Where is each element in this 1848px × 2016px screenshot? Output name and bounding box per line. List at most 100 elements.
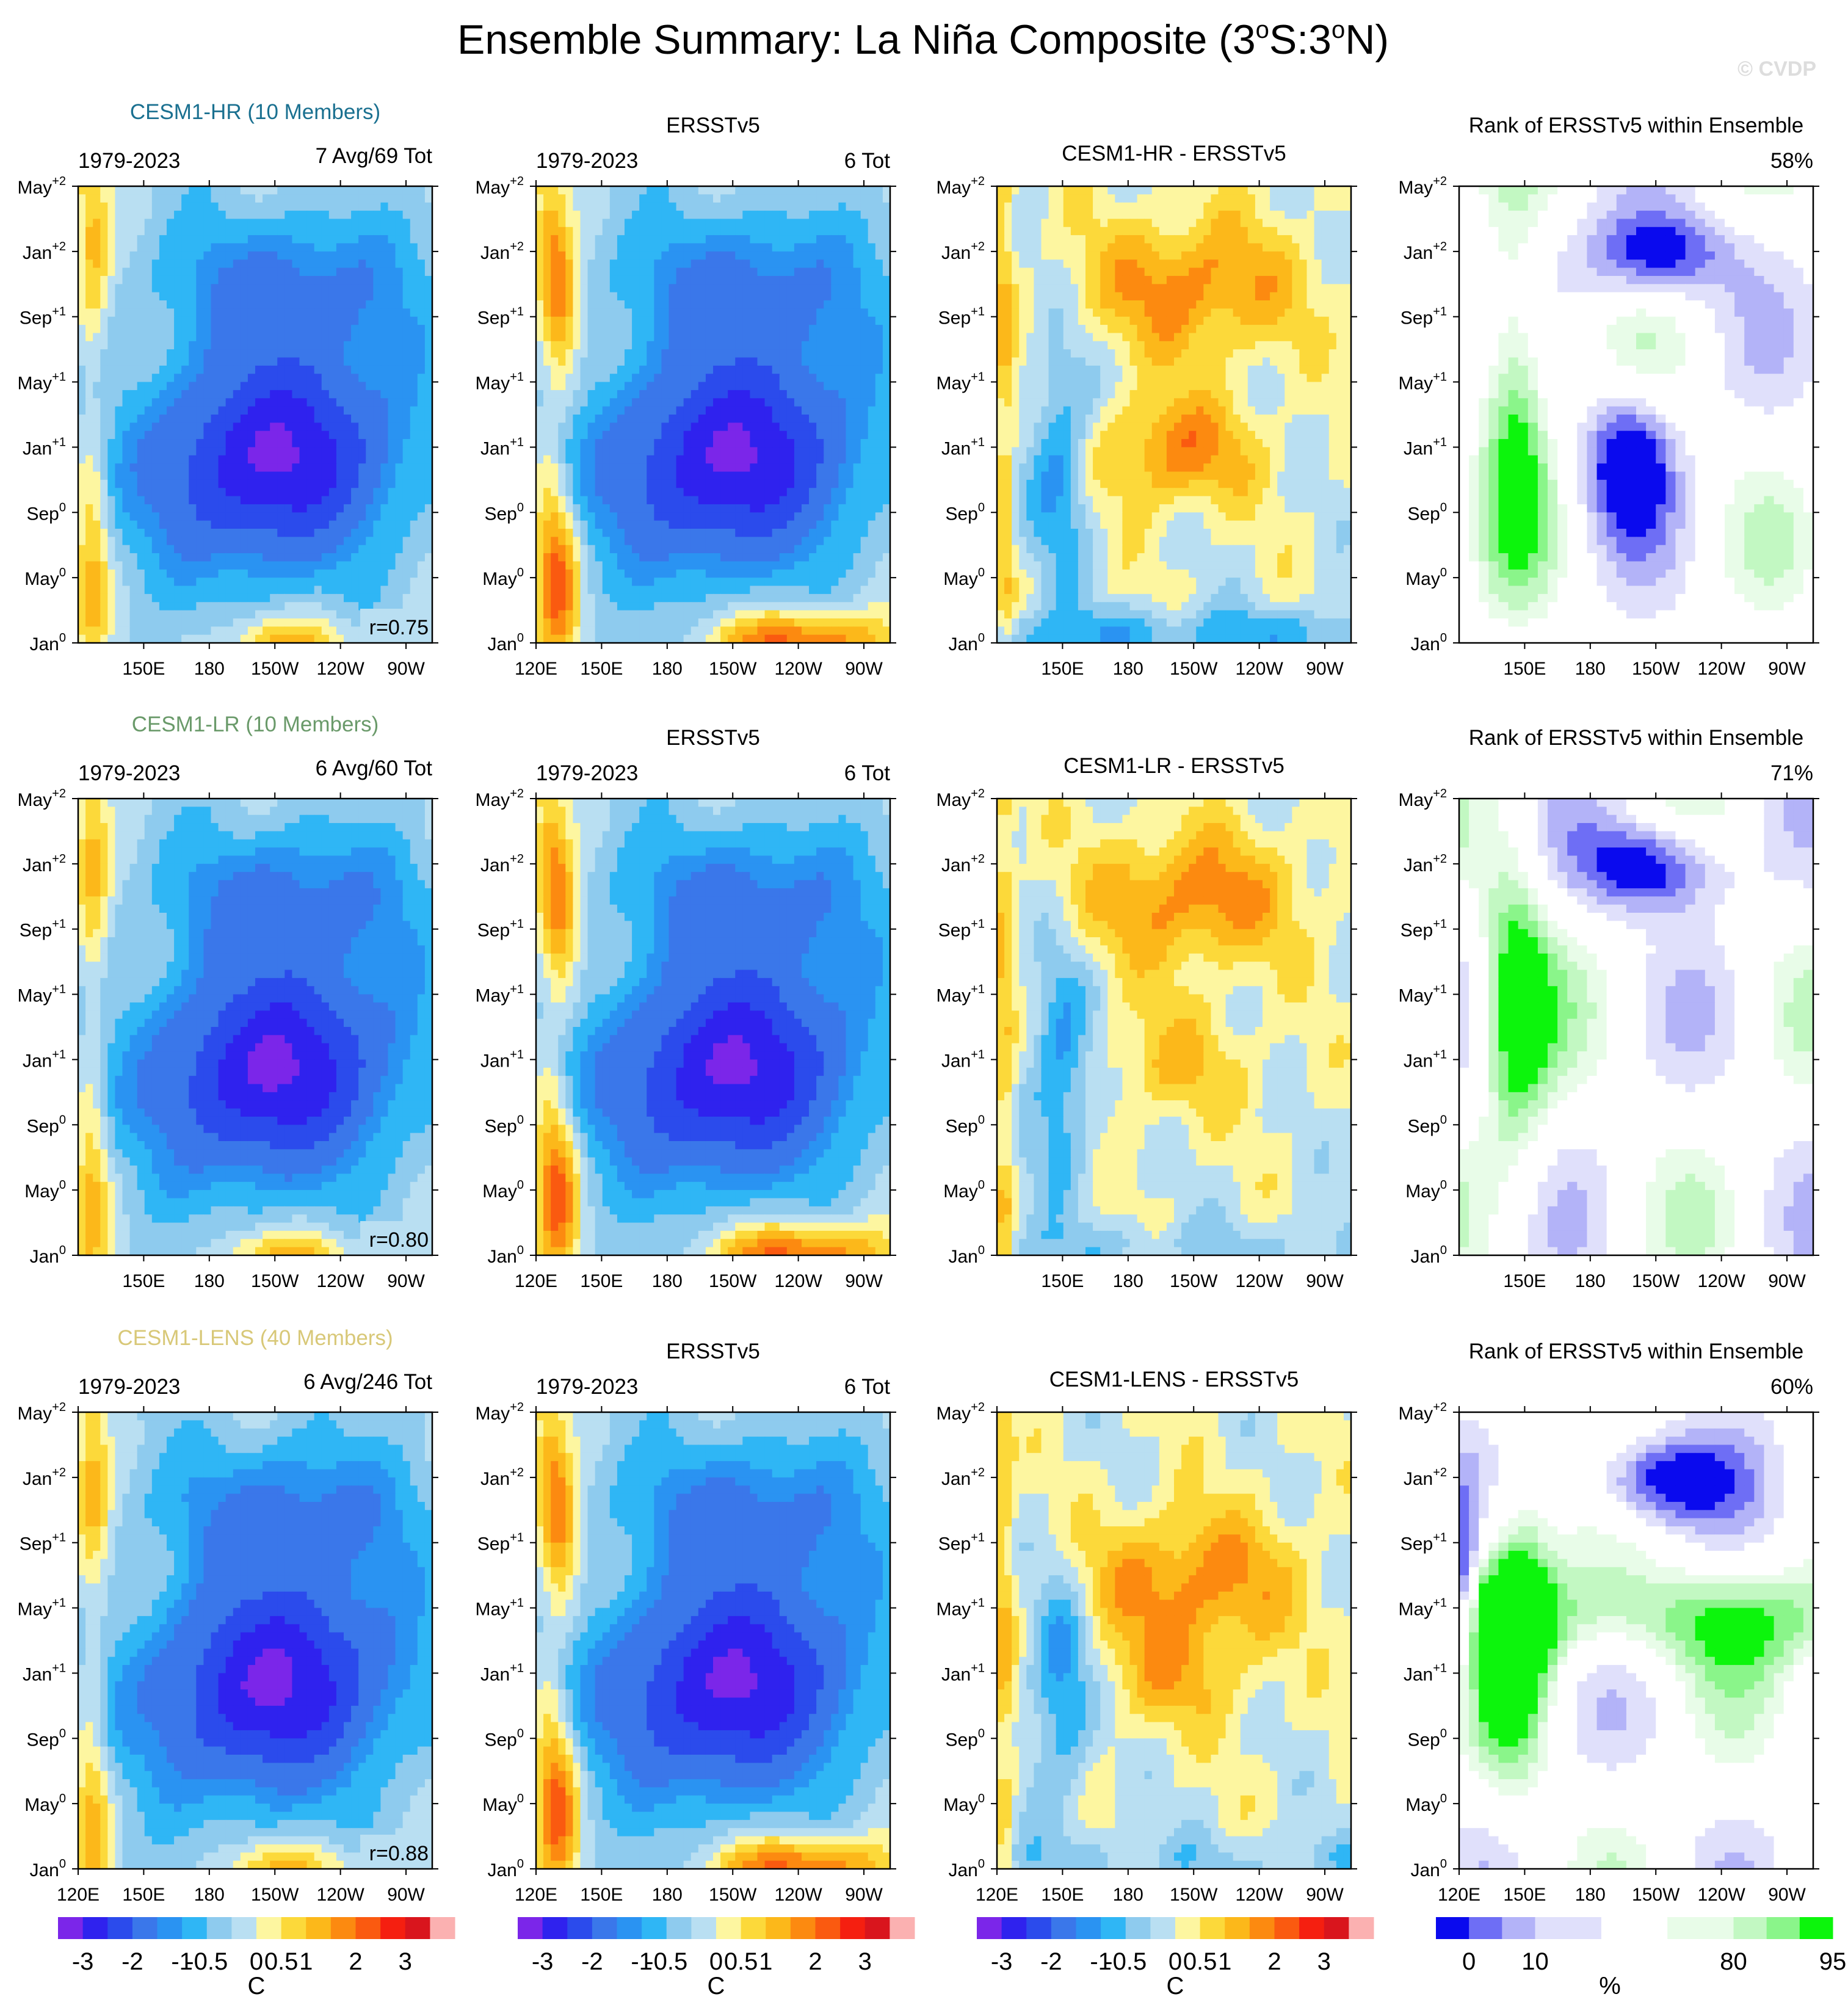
- field-cell: [328, 243, 337, 252]
- field-cell: [196, 439, 205, 448]
- field-cell: [794, 235, 802, 244]
- field-cell: [742, 349, 751, 358]
- field-cell: [189, 430, 197, 440]
- field-cell: [705, 415, 714, 423]
- field-cell: [772, 251, 780, 260]
- field-cell: [565, 529, 574, 537]
- field-cell: [395, 430, 404, 440]
- field-cell: [358, 243, 366, 252]
- field-cell: [151, 561, 160, 570]
- field-cell: [683, 267, 692, 277]
- field-cell: [100, 430, 108, 440]
- field-cell: [351, 447, 359, 456]
- field-cell: [336, 211, 344, 220]
- field-cell: [277, 634, 285, 644]
- field-cell: [595, 333, 603, 342]
- field-cell: [380, 308, 389, 317]
- field-cell: [551, 430, 559, 440]
- field-cell: [713, 251, 721, 260]
- field-cell: [255, 202, 263, 211]
- field-cell: [395, 300, 404, 309]
- field-cell: [380, 447, 389, 456]
- field-cell: [661, 463, 670, 473]
- field-cell: [174, 227, 182, 236]
- field-cell: [292, 512, 300, 521]
- field-cell: [824, 308, 832, 317]
- field-cell: [846, 439, 854, 448]
- field-cell: [181, 545, 189, 554]
- field-cell: [255, 471, 263, 480]
- field-cell: [167, 267, 175, 277]
- field-cell: [129, 316, 138, 325]
- field-cell: [639, 275, 647, 285]
- field-cell: [772, 211, 780, 220]
- field-cell: [705, 463, 714, 473]
- field-cell: [647, 479, 654, 488]
- field-cell: [609, 561, 618, 570]
- field-cell: [625, 349, 632, 358]
- field-cell: [314, 292, 322, 301]
- field-cell: [240, 602, 248, 611]
- field-cell: [816, 390, 824, 399]
- field-cell: [225, 341, 234, 350]
- field-cell: [853, 308, 861, 317]
- field-cell: [875, 357, 883, 366]
- field-cell: [639, 243, 647, 252]
- field-cell: [358, 251, 366, 260]
- field-cell: [543, 463, 551, 473]
- field-cell: [551, 308, 559, 317]
- field-cell: [705, 275, 714, 285]
- field-cell: [875, 251, 883, 260]
- field-cell: [875, 186, 883, 195]
- field-cell: [882, 357, 891, 366]
- field-cell: [306, 463, 315, 473]
- field-cell: [181, 308, 189, 317]
- field-cell: [587, 455, 596, 464]
- field-cell: [380, 471, 389, 480]
- field-cell: [255, 259, 263, 269]
- field-cell: [299, 430, 308, 440]
- field-cell: [306, 300, 315, 309]
- field-cell: [93, 202, 101, 211]
- field-cell: [299, 406, 308, 415]
- field-cell: [779, 308, 788, 317]
- field-cell: [875, 374, 883, 383]
- field-cell: [565, 447, 574, 456]
- field-cell: [380, 227, 389, 236]
- field-cell: [211, 349, 219, 358]
- field-cell: [336, 422, 344, 432]
- field-cell: [757, 496, 766, 505]
- field-cell: [129, 365, 138, 374]
- field-cell: [314, 626, 322, 636]
- field-cell: [211, 537, 219, 546]
- field-cell: [402, 300, 411, 309]
- field-cell: [720, 333, 728, 342]
- field-cell: [654, 211, 662, 220]
- field-cell: [602, 422, 611, 432]
- field-cell: [402, 243, 411, 252]
- field-cell: [225, 578, 234, 587]
- field-cell: [536, 349, 544, 358]
- field-cell: [587, 529, 596, 537]
- field-cell: [225, 479, 234, 488]
- field-cell: [410, 439, 418, 448]
- field-cell: [100, 471, 108, 480]
- field-cell: [336, 275, 344, 285]
- field-cell: [853, 512, 861, 521]
- field-cell: [602, 267, 611, 277]
- field-cell: [690, 333, 699, 342]
- field-cell: [380, 529, 389, 537]
- field-cell: [647, 227, 654, 236]
- field-cell: [174, 561, 182, 570]
- field-cell: [816, 251, 824, 260]
- field-cell: [573, 219, 581, 228]
- field-cell: [565, 333, 574, 342]
- field-cell: [536, 382, 544, 391]
- field-cell: [137, 634, 145, 644]
- field-cell: [270, 455, 278, 464]
- field-cell: [720, 235, 728, 244]
- field-cell: [167, 578, 175, 587]
- field-cell: [728, 202, 736, 211]
- field-cell: [802, 382, 810, 391]
- field-cell: [669, 406, 677, 415]
